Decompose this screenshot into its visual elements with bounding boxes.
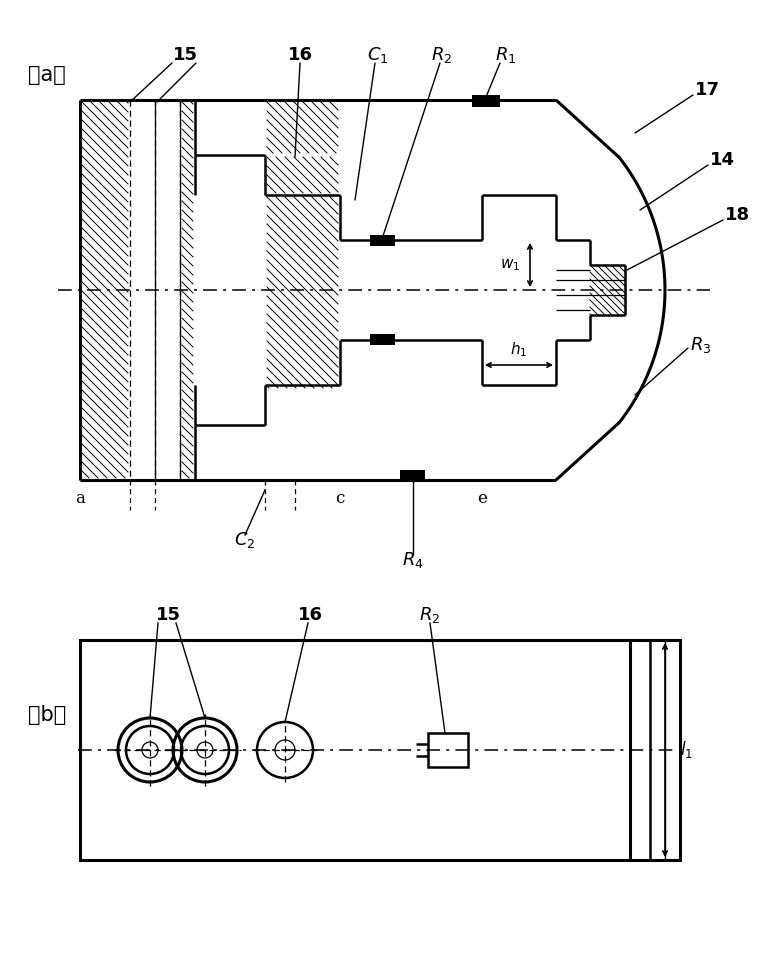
Text: $R_1$: $R_1$ xyxy=(495,45,517,65)
Text: （a）: （a） xyxy=(28,65,66,85)
Text: $C_2$: $C_2$ xyxy=(234,530,256,550)
Bar xyxy=(80,640,680,860)
Text: 16: 16 xyxy=(297,606,322,624)
Text: $R_2$: $R_2$ xyxy=(431,45,452,65)
Text: 14: 14 xyxy=(710,151,735,169)
Text: $h_1$: $h_1$ xyxy=(510,341,528,359)
Text: 18: 18 xyxy=(725,206,750,224)
Text: $R_4$: $R_4$ xyxy=(402,550,424,570)
Text: a: a xyxy=(75,490,85,507)
Text: （b）: （b） xyxy=(28,705,67,725)
Text: $C_1$: $C_1$ xyxy=(367,45,389,65)
Bar xyxy=(428,733,468,767)
Text: c: c xyxy=(336,490,345,507)
Bar xyxy=(400,470,425,481)
Text: $w_1$: $w_1$ xyxy=(500,257,520,273)
Text: 15: 15 xyxy=(172,46,198,64)
Bar xyxy=(472,95,500,107)
Text: $R_2$: $R_2$ xyxy=(419,605,441,625)
Text: 17: 17 xyxy=(695,81,720,99)
Text: e: e xyxy=(477,490,487,507)
Text: 16: 16 xyxy=(288,46,313,64)
Text: $l_1$: $l_1$ xyxy=(680,740,693,761)
Text: 15: 15 xyxy=(155,606,180,624)
Bar xyxy=(370,334,395,345)
Text: $R_3$: $R_3$ xyxy=(690,335,711,355)
Bar xyxy=(370,235,395,246)
